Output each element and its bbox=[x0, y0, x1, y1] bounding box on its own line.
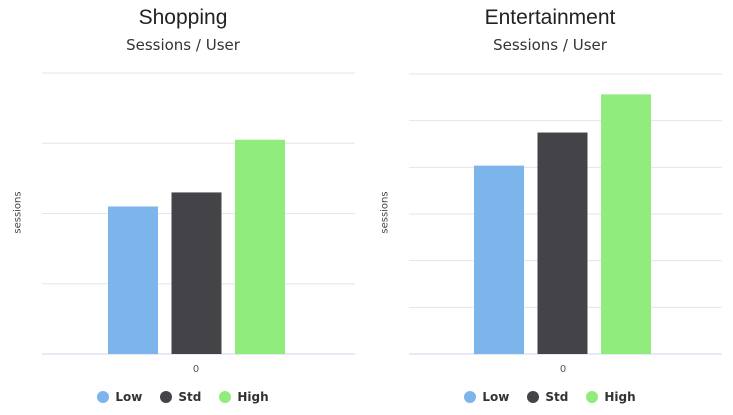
legend-label: High bbox=[237, 390, 269, 404]
legend-dot-std bbox=[160, 391, 173, 403]
legend-item-high[interactable]: High bbox=[219, 390, 269, 404]
legend-item-low[interactable]: Low bbox=[97, 390, 142, 404]
x-tick-label: 0 bbox=[193, 364, 199, 375]
legend-label: Std bbox=[545, 390, 569, 404]
legend-label: Low bbox=[482, 390, 510, 404]
legend-item-high[interactable]: High bbox=[586, 390, 636, 404]
chart-title: Shopping bbox=[138, 6, 228, 29]
legend-dot-std bbox=[527, 391, 540, 403]
legend-label: Std bbox=[178, 390, 202, 404]
legend: Low Std High bbox=[0, 390, 366, 404]
chart-subtitle: Sessions / User bbox=[493, 36, 607, 54]
legend-label: Low bbox=[115, 390, 143, 404]
legend-label: High bbox=[604, 390, 636, 404]
legend-item-std[interactable]: Std bbox=[160, 390, 201, 404]
bar-high[interactable] bbox=[235, 139, 285, 354]
legend-dot-low bbox=[464, 391, 477, 403]
bar-chart-entertainment: 0 bbox=[409, 73, 722, 375]
chart-panel-entertainment: Entertainment Sessions / User sessions 0… bbox=[367, 0, 733, 415]
legend-dot-high bbox=[219, 391, 232, 403]
bar-chart-shopping: 0 bbox=[42, 72, 355, 375]
x-tick-label: 0 bbox=[560, 364, 566, 375]
legend-dot-low bbox=[97, 391, 110, 403]
legend-item-low[interactable]: Low bbox=[464, 390, 509, 404]
bar-low[interactable] bbox=[474, 165, 524, 354]
bar-std[interactable] bbox=[171, 192, 222, 354]
bar-std[interactable] bbox=[537, 132, 588, 354]
chart-subtitle: Sessions / User bbox=[126, 36, 240, 54]
legend-item-std[interactable]: Std bbox=[527, 390, 568, 404]
chart-title: Entertainment bbox=[484, 6, 616, 29]
chart-panel-shopping: Shopping Sessions / User sessions 0 Low … bbox=[0, 0, 366, 415]
bar-low[interactable] bbox=[108, 206, 158, 354]
bar-high[interactable] bbox=[601, 94, 651, 354]
legend-dot-high bbox=[586, 391, 599, 403]
legend: Low Std High bbox=[367, 390, 733, 404]
